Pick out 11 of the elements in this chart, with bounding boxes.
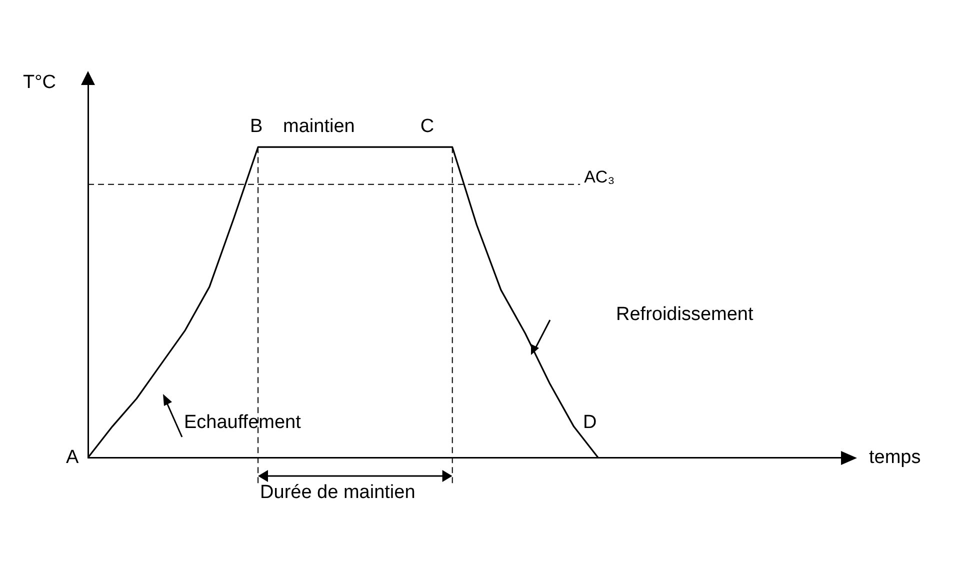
annotation: D bbox=[583, 412, 597, 433]
text: B bbox=[250, 116, 263, 138]
text: A bbox=[66, 446, 79, 468]
annotation: Refroidissement bbox=[616, 304, 754, 325]
text: Durée de maintien bbox=[260, 482, 416, 503]
annotation: Echauffement bbox=[184, 412, 301, 433]
x-axis-title: temps bbox=[869, 446, 921, 468]
y-axis-title: T°C bbox=[23, 72, 56, 93]
text: maintien bbox=[283, 116, 355, 138]
ref-line-label: AC₃ bbox=[584, 168, 615, 187]
text: C bbox=[420, 116, 434, 138]
